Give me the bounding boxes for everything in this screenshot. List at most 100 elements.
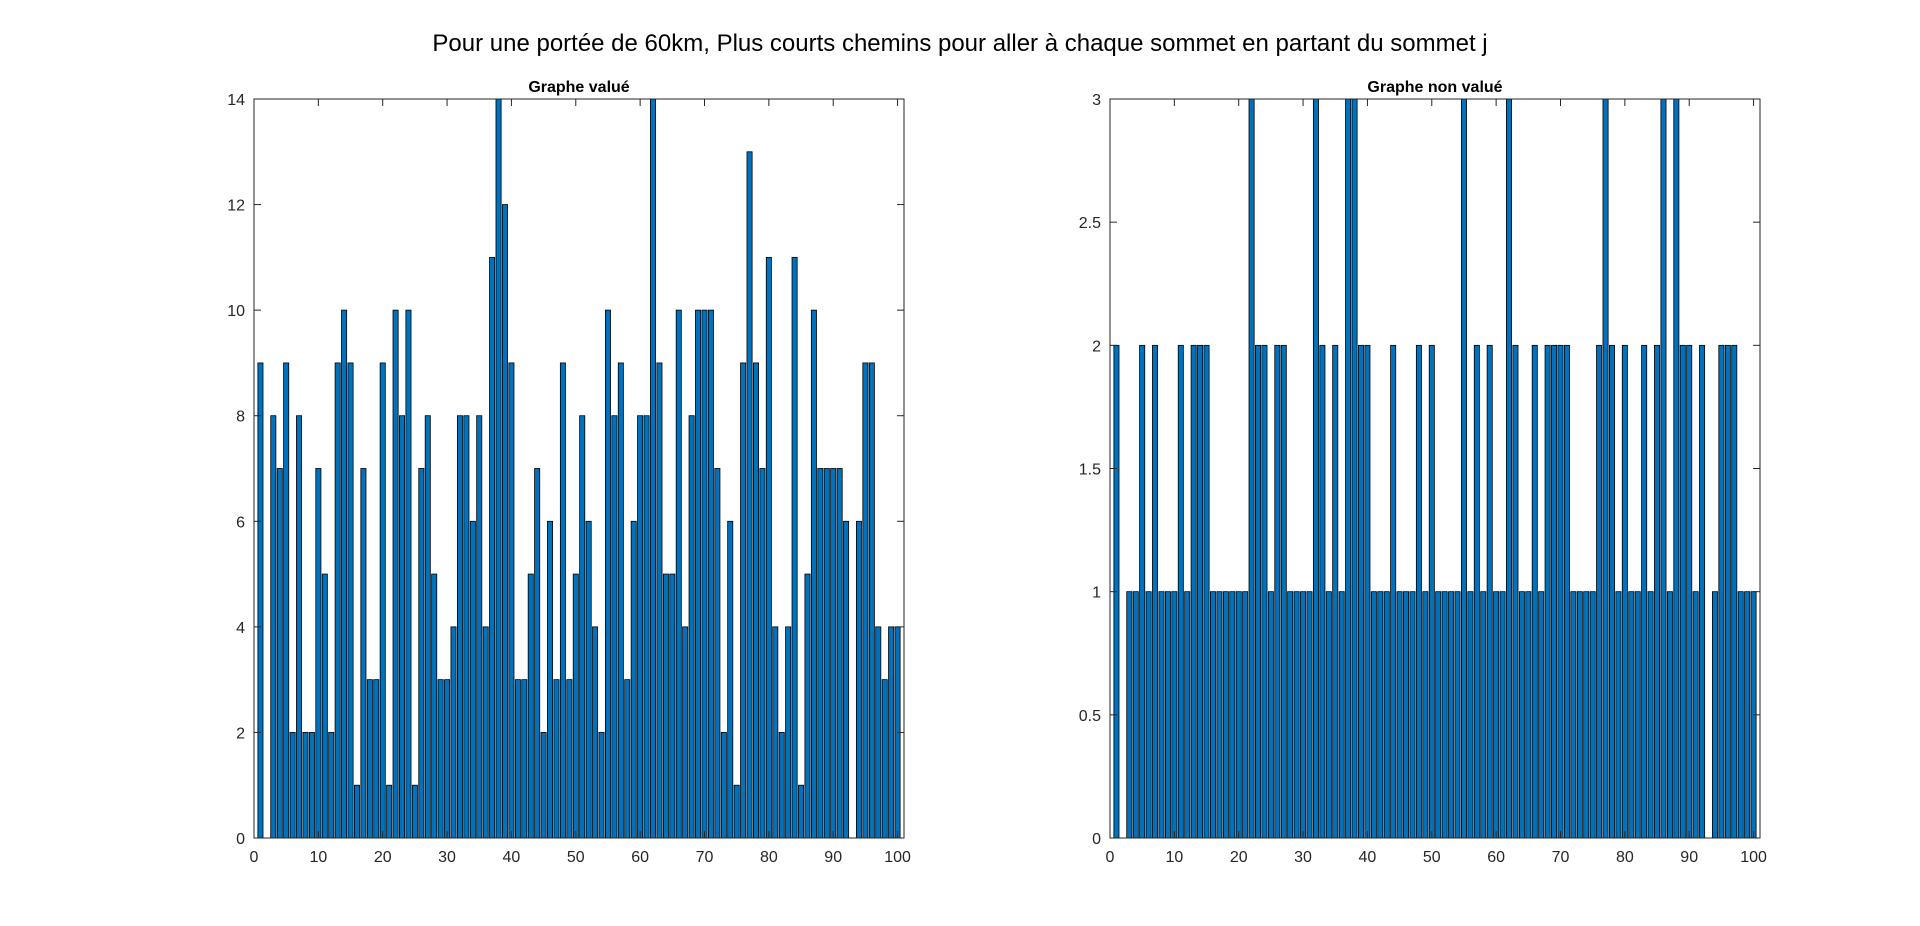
bar-graphe-value-37	[489, 256, 496, 839]
bar-graphe-non-value-41	[1370, 591, 1377, 839]
bar-graphe-value-59	[630, 520, 637, 839]
bar-graphe-non-value-20	[1235, 591, 1242, 839]
bar-graphe-value-29	[437, 679, 444, 839]
bar-graphe-value-15	[347, 362, 354, 839]
xtick-label-graphe-non-value-80: 80	[1616, 849, 1634, 866]
bar-graphe-non-value-99	[1744, 591, 1751, 839]
bar-graphe-value-22	[392, 309, 399, 839]
bar-graphe-value-47	[553, 679, 560, 839]
bar-graphe-value-34	[469, 520, 476, 839]
bar-graphe-value-78	[753, 362, 759, 839]
bar-graphe-value-88	[817, 468, 824, 839]
bar-graphe-value-9	[308, 732, 315, 839]
ytick-label-graphe-value-8: 8	[236, 409, 245, 426]
bar-graphe-value-30	[444, 679, 451, 839]
bar-graphe-value-79	[759, 468, 766, 839]
bar-graphe-value-54	[598, 732, 605, 839]
bar-graphe-value-5	[283, 362, 290, 839]
bar-graphe-value-19	[373, 679, 380, 839]
bar-graphe-value-95	[862, 362, 869, 839]
bar-graphe-value-99	[888, 626, 895, 839]
bar-graphe-non-value-85	[1654, 344, 1661, 839]
bar-graphe-non-value-25	[1267, 591, 1274, 839]
bar-graphe-value-58	[624, 679, 631, 839]
bar-graphe-value-25	[411, 784, 418, 839]
bar-graphe-non-value-38	[1351, 98, 1358, 839]
bar-graphe-non-value-3	[1126, 591, 1133, 839]
bar-graphe-value-97	[875, 626, 882, 839]
bar-graphe-value-23	[399, 415, 406, 839]
bar-graphe-value-63	[656, 362, 663, 839]
bar-graphe-value-6	[289, 732, 296, 839]
bar-graphe-value-66	[675, 309, 682, 839]
bar-graphe-non-value-70	[1557, 344, 1564, 839]
bar-graphe-value-33	[463, 415, 470, 839]
bar-graphe-non-value-60	[1493, 591, 1500, 839]
bar-graphe-non-value-72	[1570, 591, 1577, 839]
bar-graphe-non-value-40	[1364, 344, 1371, 839]
bar-graphe-value-96	[868, 362, 875, 839]
bar-graphe-non-value-80	[1621, 344, 1628, 839]
bar-graphe-non-value-91	[1692, 591, 1699, 839]
bar-graphe-non-value-95	[1718, 344, 1725, 839]
bar-graphe-non-value-98	[1737, 591, 1744, 839]
bar-graphe-value-62	[650, 98, 656, 839]
bar-graphe-value-86	[804, 573, 811, 839]
axes-graphe-non-value: Graphe non valué 0 10 20 30 40 50 60 70 80 90 1000…	[1079, 79, 1767, 866]
bar-graphe-non-value-17	[1216, 591, 1223, 839]
bar-graphe-non-value-76	[1596, 344, 1603, 839]
bar-graphe-non-value-36	[1338, 591, 1345, 839]
bar-graphe-non-value-52	[1441, 591, 1448, 839]
bar-graphe-non-value-84	[1647, 591, 1654, 839]
bar-graphe-non-value-86	[1660, 98, 1667, 839]
bar-graphe-value-57	[617, 362, 624, 839]
bar-graphe-non-value-31	[1306, 591, 1313, 839]
bar-graphe-value-81	[772, 626, 779, 839]
bar-graphe-value-67	[682, 626, 689, 839]
bar-graphe-value-85	[798, 784, 805, 839]
bar-graphe-non-value-75	[1589, 591, 1596, 839]
bar-graphe-non-value-90	[1686, 344, 1693, 839]
bar-graphe-value-94	[855, 520, 862, 839]
bar-graphe-non-value-4	[1132, 591, 1139, 839]
ytick-label-graphe-non-value-3: 3	[1092, 92, 1101, 109]
xtick-label-graphe-value-100: 100	[884, 849, 911, 866]
bar-graphe-non-value-7	[1152, 344, 1159, 839]
bar-graphe-non-value-33	[1319, 344, 1326, 839]
xtick-label-graphe-non-value-60: 60	[1487, 849, 1505, 866]
bar-graphe-non-value-78	[1609, 344, 1615, 839]
bar-graphe-value-36	[482, 626, 489, 839]
xtick-label-graphe-non-value-90: 90	[1680, 849, 1698, 866]
bar-graphe-non-value-43	[1383, 591, 1390, 839]
bar-graphe-non-value-66	[1531, 344, 1538, 839]
bar-graphe-value-87	[810, 309, 817, 839]
xtick-label-graphe-value-10: 10	[309, 849, 327, 866]
bar-graphe-value-14	[341, 309, 348, 839]
bar-graphe-value-18	[366, 679, 373, 839]
ytick-label-graphe-non-value-1.5: 1.5	[1079, 462, 1101, 479]
bar-graphe-value-56	[611, 415, 618, 839]
ytick-label-graphe-value-14: 14	[227, 92, 245, 109]
bar-graphe-non-value-68	[1544, 344, 1551, 839]
bar-graphe-value-24	[405, 309, 412, 839]
xtick-label-graphe-non-value-30: 30	[1294, 849, 1312, 866]
figure-title: Pour une portée de 60km, Plus courts che…	[432, 30, 1488, 57]
xtick-label-graphe-non-value-100: 100	[1740, 849, 1767, 866]
bar-graphe-non-value-15	[1203, 344, 1210, 839]
bar-graphe-value-68	[688, 415, 695, 839]
bar-graphe-non-value-88	[1673, 98, 1680, 839]
bar-graphe-value-13	[334, 362, 341, 839]
bar-graphe-non-value-65	[1525, 591, 1532, 839]
axes-box-graphe-value	[253, 98, 905, 839]
bar-graphe-value-40	[508, 362, 515, 839]
bar-graphe-value-38	[495, 98, 502, 839]
bar-graphe-non-value-54	[1454, 591, 1461, 839]
bar-graphe-value-43	[527, 573, 534, 839]
bar-graphe-value-91	[836, 468, 843, 839]
bar-graphe-value-55	[604, 309, 611, 839]
bar-graphe-non-value-35	[1332, 344, 1339, 839]
bar-graphe-value-27	[424, 415, 431, 839]
bar-graphe-non-value-16	[1210, 591, 1216, 839]
bar-graphe-value-28	[431, 573, 438, 839]
ytick-label-graphe-non-value-0: 0	[1092, 831, 1101, 848]
